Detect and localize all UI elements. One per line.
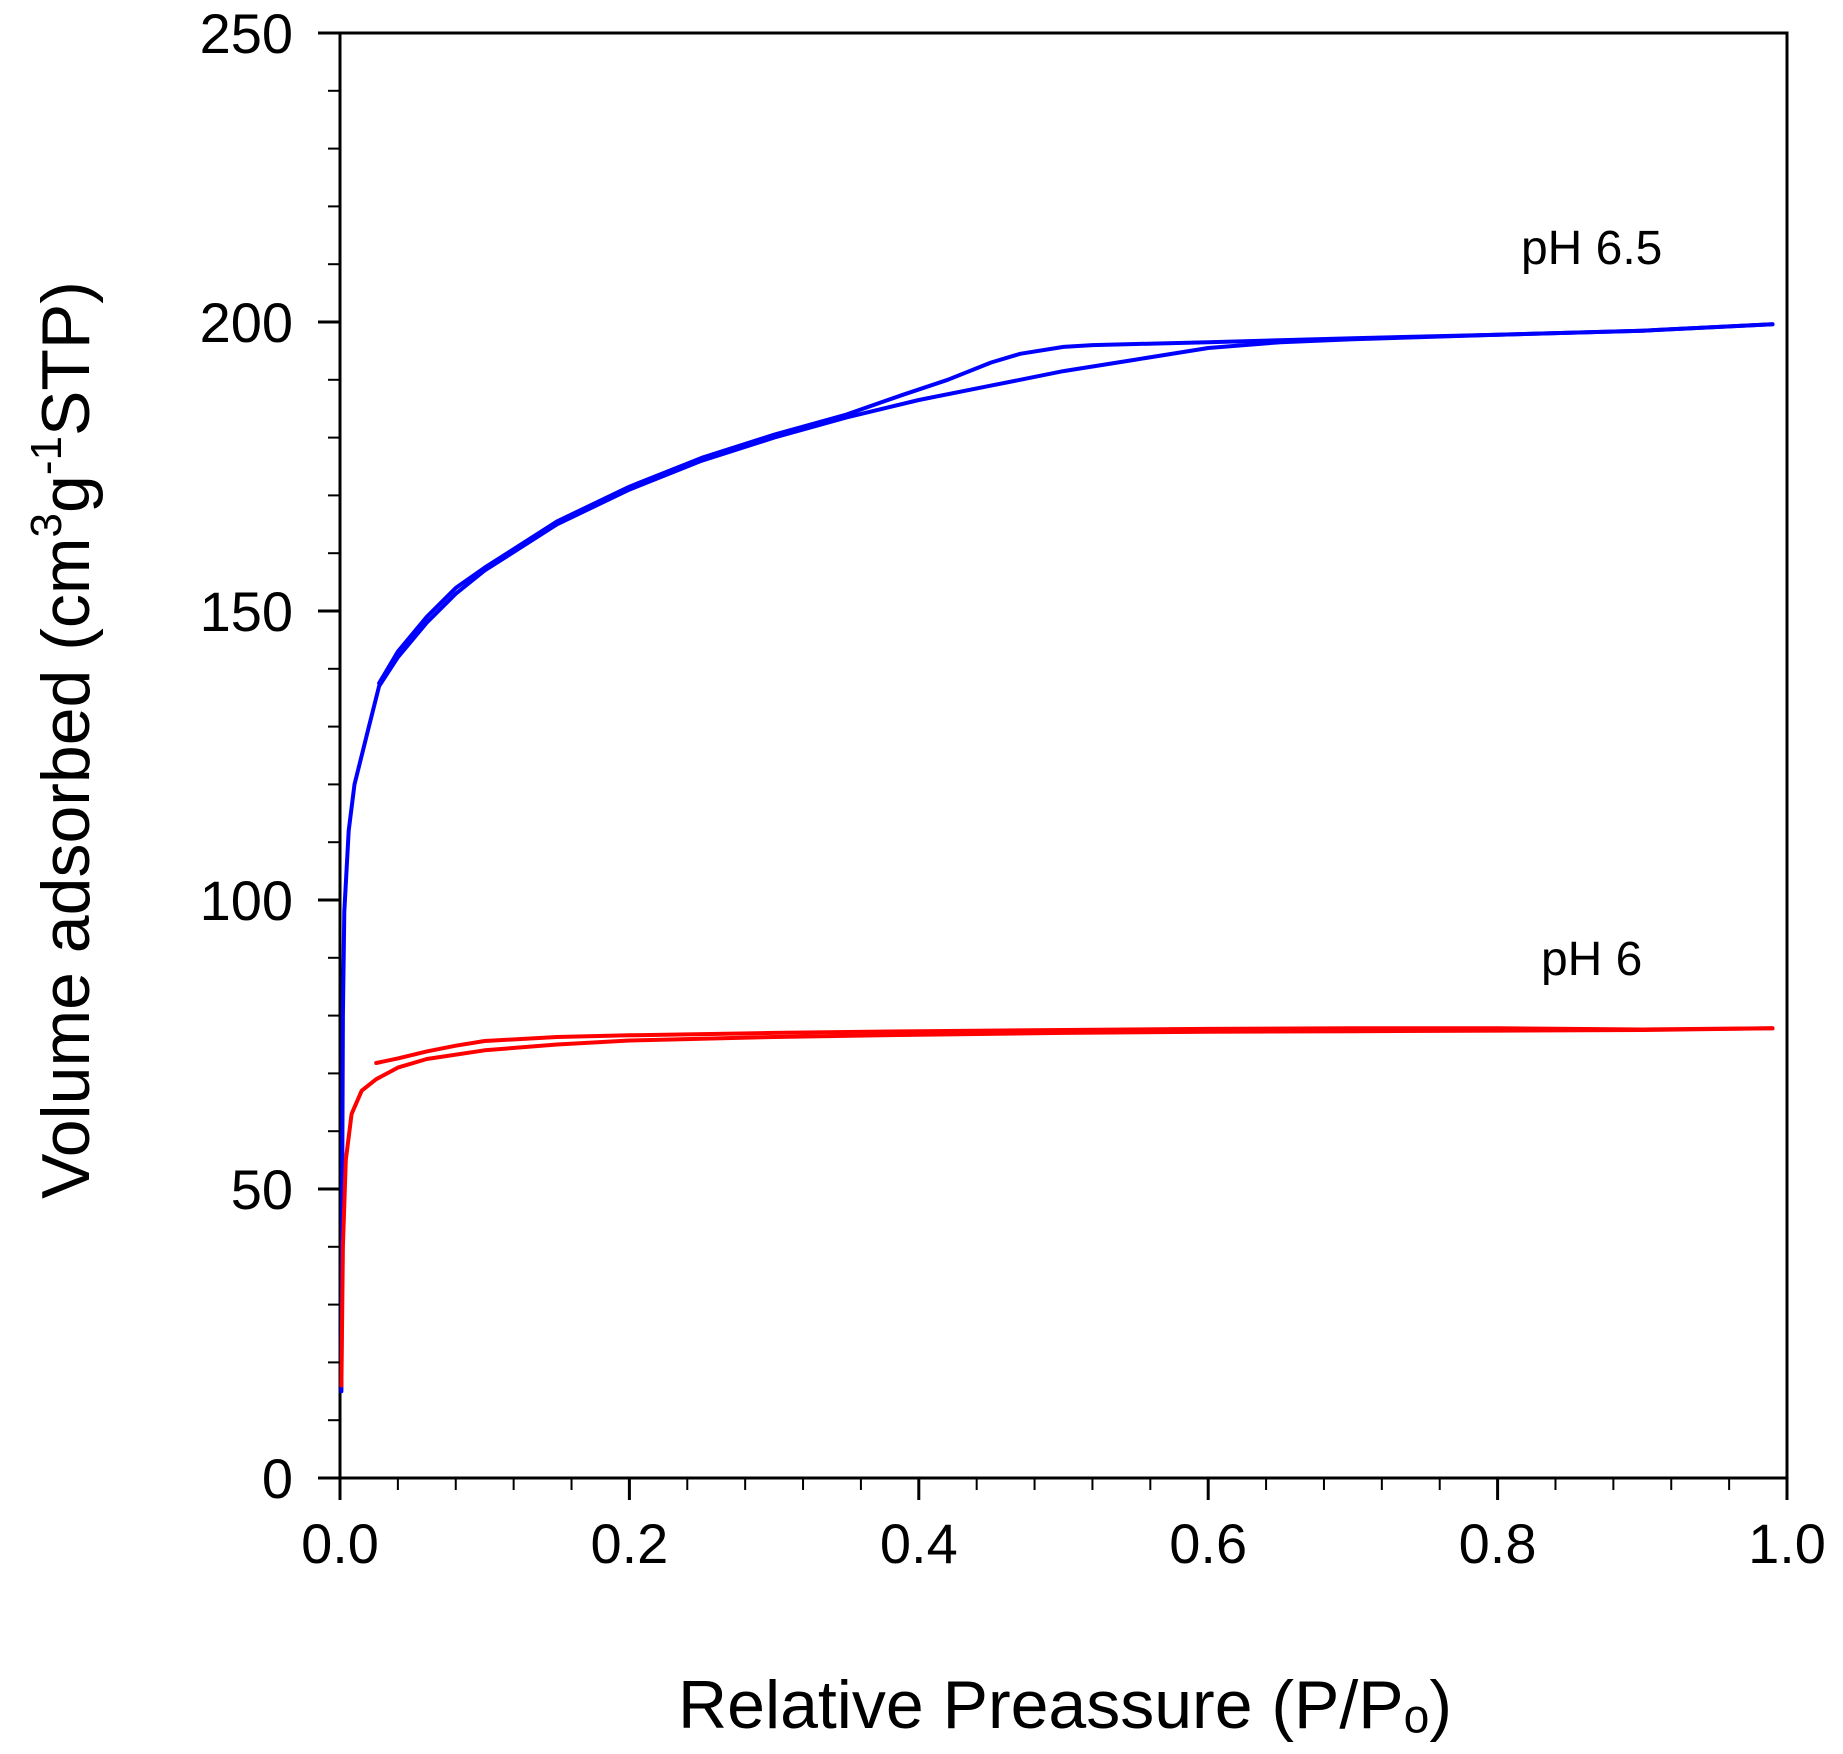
y-axis-title: Volume adsorbed (cm3g-1STP) (22, 281, 104, 1199)
series-ph-6-5-adsorption-line (339, 322, 1775, 1394)
y-axis-title-main: Volume adsorbed (cm (28, 537, 104, 1198)
x-tick-label: 0.0 (301, 1512, 379, 1575)
y-tick-label: 0 (262, 1447, 293, 1510)
series-ph-6-adsorption-line (339, 1026, 1775, 1388)
series-ph-6-5-desorption-line (377, 322, 1775, 686)
y-tick-label: 250 (200, 2, 293, 65)
plot-frame (338, 31, 1789, 1480)
x-tick-label: 0.8 (1459, 1512, 1537, 1575)
series-ph-6-desorption-line (374, 1026, 1775, 1065)
x-tick-label: 0.6 (1169, 1512, 1247, 1575)
y-tick-label: 50 (231, 1158, 293, 1221)
series-ph-6-5-label: pH 6.5 (1521, 222, 1662, 275)
x-tick-label: 0.2 (590, 1512, 668, 1575)
x-tick-label: 0.4 (880, 1512, 958, 1575)
x-axis-title: Relative Preassure (P/Pₒ) (678, 1667, 1452, 1743)
x-tick-label: 1.0 (1748, 1512, 1826, 1575)
y-tick-label: 200 (200, 291, 293, 354)
series-ph-6-label: pH 6 (1541, 933, 1642, 986)
y-axis-title-sup-3: 3 (22, 513, 71, 537)
y-axis-title-end: STP) (28, 281, 104, 436)
y-axis-title-sup-minus1: -1 (22, 436, 71, 475)
y-axis-title-g: g (28, 475, 104, 513)
y-tick-label: 150 (200, 580, 293, 643)
y-tick-label: 100 (200, 869, 293, 932)
